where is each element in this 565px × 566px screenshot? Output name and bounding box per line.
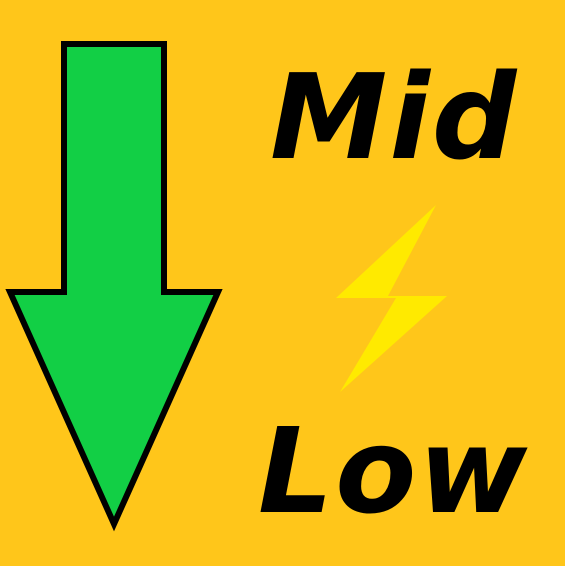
priority-label-low: Low bbox=[258, 402, 530, 540]
lightning-bolt-icon bbox=[336, 205, 447, 392]
priority-label-mid: Mid bbox=[270, 48, 519, 186]
down-arrow-icon bbox=[5, 41, 223, 532]
